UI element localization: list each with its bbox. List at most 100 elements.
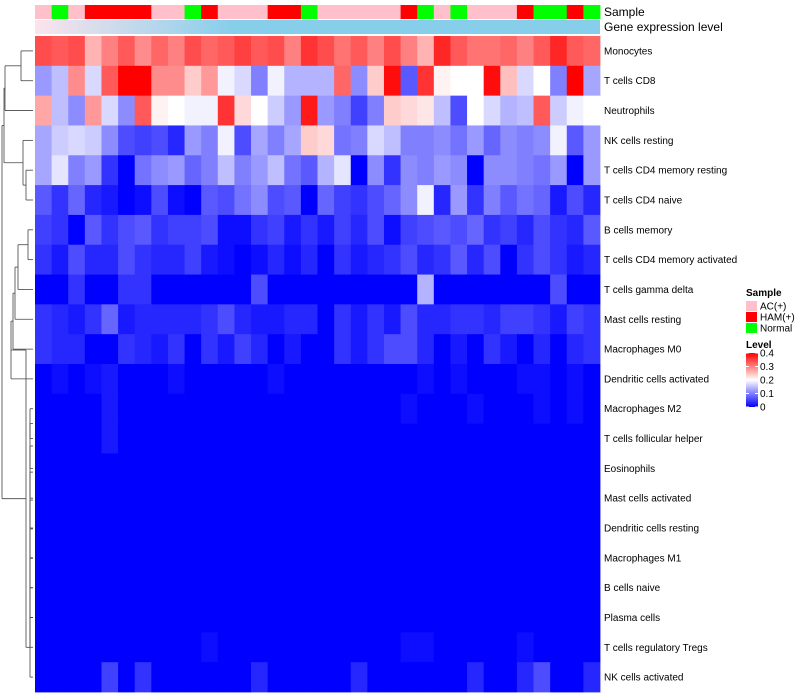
heatmap-cell (433, 632, 451, 663)
sample-annotation-cell (101, 5, 119, 19)
heatmap-cell (433, 364, 451, 395)
heatmap-cell (483, 572, 501, 603)
heatmap-cell (367, 572, 385, 603)
heatmap-cell (433, 513, 451, 544)
heatmap-cell (234, 95, 252, 126)
heatmap-cell (367, 542, 385, 574)
row-label: T cells CD4 naive (604, 196, 683, 207)
row-label: B cells memory (604, 225, 672, 236)
heatmap-cell (583, 662, 601, 693)
heatmap-cell (267, 304, 285, 335)
row-label: Macrophages M0 (604, 345, 682, 356)
row-label: Plasma cells (604, 613, 660, 624)
heatmap-cell (367, 602, 385, 633)
heatmap-cell (533, 95, 551, 126)
heatmap-cell (101, 423, 119, 454)
heatmap-cell (583, 185, 601, 216)
heatmap-cell (467, 453, 485, 484)
heatmap-cell (267, 95, 285, 126)
heatmap-cell (566, 453, 584, 484)
sample-annotation-cell (483, 5, 501, 19)
heatmap-cell (516, 36, 534, 67)
heatmap-cell (583, 602, 601, 633)
heatmap-cell (583, 453, 601, 484)
heatmap-cell (167, 602, 185, 633)
heatmap-cell (184, 393, 202, 425)
heatmap-cell (450, 155, 468, 186)
heatmap-cell (483, 36, 501, 67)
heatmap-cell (500, 393, 518, 425)
heatmap-cell (500, 125, 518, 156)
heatmap-cell (400, 483, 418, 514)
heatmap-cell (550, 36, 568, 67)
heatmap-cell (151, 393, 169, 425)
heatmap-cell (367, 483, 385, 514)
heatmap-cell (51, 542, 69, 574)
heatmap-cell (201, 65, 219, 97)
heatmap-cell (267, 65, 285, 97)
heatmap-cell (516, 274, 534, 305)
heatmap-cell (101, 393, 119, 425)
heatmap-cell (184, 36, 202, 67)
heatmap-cell (201, 542, 219, 574)
sample-annotation-cell (334, 5, 352, 19)
heatmap-cell (417, 572, 435, 603)
heatmap-cell (251, 65, 269, 97)
heatmap-cell (350, 632, 368, 663)
heatmap-cell (284, 274, 302, 305)
heatmap-cell (267, 364, 285, 395)
row-label: T cells CD8 (604, 76, 656, 87)
heatmap-cell (51, 483, 69, 514)
heatmap-cell (151, 572, 169, 603)
heatmap-cell (533, 185, 551, 216)
heatmap-cell (516, 513, 534, 544)
heatmap-cell (267, 334, 285, 365)
heatmap-cell (234, 65, 252, 97)
legend-tick-label: 0.1 (760, 389, 774, 400)
heatmap-cell (383, 483, 401, 514)
heatmap-cell (483, 423, 501, 454)
heatmap-cell (167, 542, 185, 574)
heatmap-cell (134, 483, 152, 514)
heatmap-cell (300, 632, 318, 663)
heatmap-cell (334, 423, 352, 454)
heatmap-cell (300, 36, 318, 67)
heatmap-cell (284, 632, 302, 663)
heatmap-cell (317, 65, 335, 97)
heatmap-cell (84, 155, 102, 186)
heatmap-cell (317, 125, 335, 156)
heatmap-cell (367, 274, 385, 305)
heatmap-cell (134, 542, 152, 574)
heatmap-cell (383, 214, 401, 246)
heatmap-cell (217, 214, 235, 246)
heatmap-cell (84, 602, 102, 633)
heatmap-cell (334, 334, 352, 365)
heatmap-cell (467, 244, 485, 275)
heatmap-cell (51, 304, 69, 335)
sample-annotation-cell (417, 5, 435, 19)
heatmap-cell (167, 95, 185, 126)
heatmap-cell (516, 632, 534, 663)
heatmap-cell (267, 214, 285, 246)
sample-annotation-cell (550, 5, 568, 19)
heatmap-cell (217, 244, 235, 275)
heatmap-cell (151, 453, 169, 484)
heatmap-cell (68, 572, 86, 603)
heatmap-cell (167, 483, 185, 514)
heatmap-cell (400, 304, 418, 335)
heatmap-cell (583, 364, 601, 395)
heatmap-cell (334, 155, 352, 186)
heatmap-cell (533, 334, 551, 365)
heatmap-cell (251, 602, 269, 633)
heatmap-cell (167, 513, 185, 544)
heatmap-cell (217, 334, 235, 365)
heatmap-cell (101, 542, 119, 574)
heatmap-cell (184, 542, 202, 574)
heatmap-cell (217, 632, 235, 663)
heatmap-cell (516, 662, 534, 693)
heatmap-cell (234, 185, 252, 216)
heatmap-cell (417, 36, 435, 67)
heatmap-cell (68, 65, 86, 97)
heatmap-cell (317, 542, 335, 574)
heatmap-cell (334, 483, 352, 514)
